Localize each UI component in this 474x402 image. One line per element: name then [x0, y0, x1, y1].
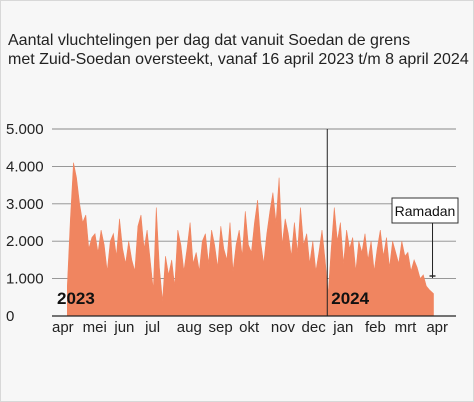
annotation-label: Ramadan [395, 203, 456, 219]
y-tick-label: 4.000 [6, 158, 44, 175]
series-area-path [67, 162, 434, 317]
y-tick-label: 3.000 [6, 196, 44, 213]
x-tick-label: sep [208, 319, 232, 336]
annotation-box [391, 197, 459, 224]
chart-title-line-2: met Zuid-Soedan oversteekt, vanaf 16 apr… [8, 51, 469, 68]
y-tick-label: 1.000 [6, 271, 44, 288]
chart-title-line-1: Aantal vluchtelingen per dag dat vanuit … [8, 32, 411, 49]
x-tick-label: mrt [395, 319, 417, 336]
series-area [67, 162, 434, 317]
x-tick-label: aug [177, 319, 202, 336]
x-tick-label: jul [144, 319, 160, 336]
x-tick-label: feb [365, 319, 386, 336]
y-tick-label: 5.000 [6, 121, 44, 138]
year-label: 2023 [57, 289, 95, 308]
y-tick-label: 0 [6, 308, 14, 325]
x-tick-label: nov [271, 319, 296, 336]
x-tick-label: jan [332, 319, 353, 336]
chart-title: Aantal vluchtelingen per dag dat vanuit … [8, 31, 469, 69]
year-label: 2024 [331, 289, 369, 308]
overlay: 2023 2024 Ramadan [57, 129, 459, 316]
x-tick-label: dec [302, 319, 327, 336]
x-tick-label: mei [83, 319, 107, 336]
x-tick-label: apr [426, 319, 448, 336]
y-tick-label: 2.000 [6, 233, 44, 250]
x-tick-label: okt [239, 319, 260, 336]
x-tick-label: jun [113, 319, 134, 336]
x-tick-label: apr [52, 319, 74, 336]
